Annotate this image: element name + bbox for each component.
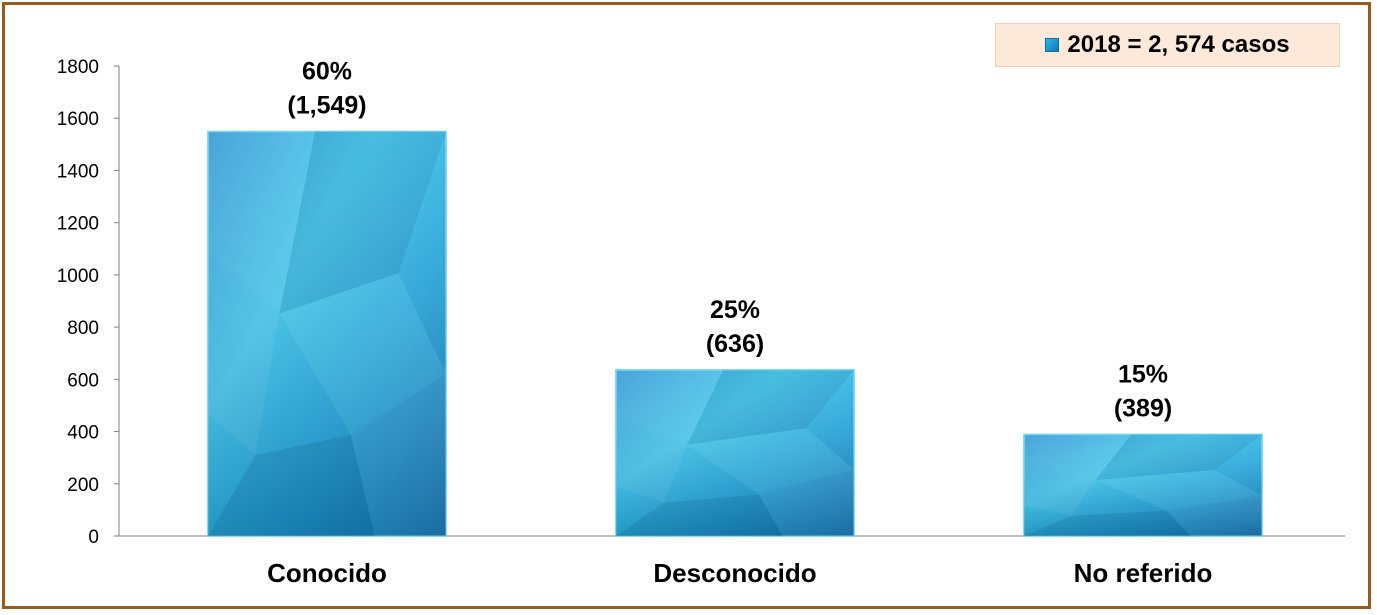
legend-label: 2018 = 2, 574 casos — [1067, 31, 1290, 58]
bar — [207, 130, 447, 537]
bar-shade — [1024, 434, 1262, 536]
y-tick-label: 200 — [67, 475, 99, 496]
y-tick-label: 600 — [67, 370, 99, 391]
data-label-count: (636) — [706, 330, 764, 358]
bar — [615, 369, 855, 537]
y-tick-label: 1800 — [57, 57, 99, 78]
labels: 60% (1,549) Conocido 25% (636) Desconocido 15%… — [267, 58, 1212, 588]
bar-shade — [616, 369, 854, 536]
bar-shade — [208, 131, 446, 537]
category-label: Conocido — [267, 558, 387, 588]
category-label: No referido — [1074, 558, 1213, 588]
data-label-count: (389) — [1114, 394, 1172, 422]
category-label: Desconocido — [653, 558, 816, 588]
y-tick-label: 1400 — [57, 161, 99, 182]
y-tick-label: 0 — [88, 527, 99, 548]
y-tick-label: 400 — [67, 423, 99, 444]
y-tick-label: 1000 — [57, 266, 99, 287]
legend: 2018 = 2, 574 casos — [995, 23, 1340, 67]
bar — [1023, 433, 1263, 537]
data-label-percent: 25% — [710, 296, 760, 324]
y-tick-label: 1200 — [57, 214, 99, 235]
legend-swatch — [1045, 38, 1060, 52]
bars — [207, 130, 1263, 537]
data-label-percent: 15% — [1118, 360, 1168, 388]
y-tick-label: 800 — [67, 318, 99, 339]
data-label-count: (1,549) — [287, 92, 366, 120]
data-label-percent: 60% — [302, 58, 352, 86]
y-tick-label: 1600 — [57, 109, 99, 130]
